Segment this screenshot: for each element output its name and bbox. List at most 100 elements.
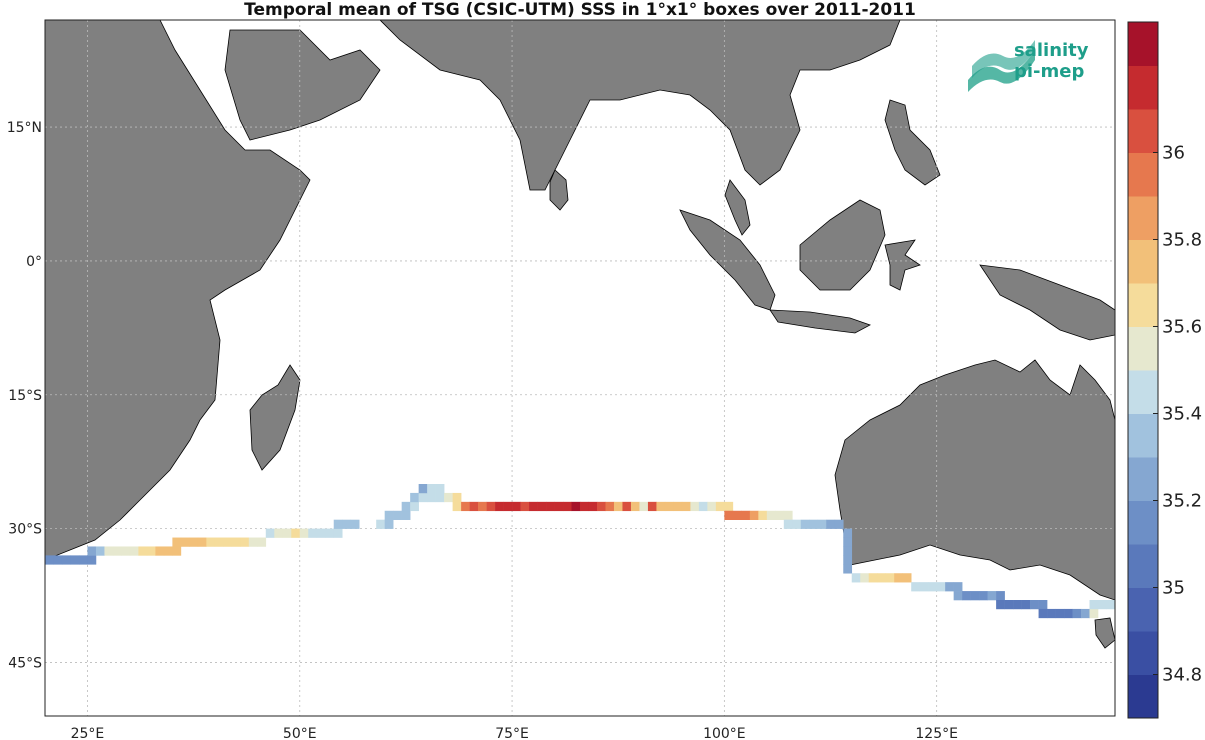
asia-land	[379, 20, 901, 191]
sss-cell	[155, 546, 165, 556]
sss-cell	[554, 501, 564, 512]
sss-cell	[1081, 608, 1090, 619]
sss-cell	[325, 528, 335, 538]
sss-cell	[588, 501, 598, 512]
sss-cell	[860, 573, 870, 583]
sss-cell	[257, 537, 267, 547]
sss-cell	[291, 528, 301, 538]
sss-cell	[104, 546, 114, 556]
sss-cell	[630, 501, 640, 512]
sss-cell	[766, 510, 776, 520]
sss-cell	[240, 537, 250, 547]
sss-cell	[418, 492, 428, 503]
sss-cell	[775, 510, 785, 520]
map-frame	[44, 19, 1116, 717]
sss-cell	[758, 510, 768, 520]
colorbar-segment	[1128, 370, 1158, 414]
sss-cell	[1106, 600, 1115, 610]
colorbar-segment	[1128, 544, 1158, 588]
sss-cell	[724, 501, 734, 512]
sss-cell	[962, 591, 971, 601]
colorbar-segment	[1128, 22, 1158, 66]
salinity-cells	[45, 484, 1115, 619]
sss-cell	[1055, 608, 1065, 619]
sss-cell	[979, 591, 988, 601]
sss-cell	[639, 501, 649, 512]
sss-cell	[486, 501, 496, 512]
colorbar-segment	[1128, 326, 1158, 371]
sss-cell	[53, 555, 63, 565]
sss-cell	[129, 546, 139, 556]
colorbar-segment	[1128, 283, 1158, 327]
sss-cell	[350, 519, 360, 529]
sss-cell	[172, 537, 182, 547]
colorbar-segment	[1128, 457, 1158, 501]
sss-cell	[911, 582, 920, 592]
sss-cell	[61, 555, 71, 565]
lat-tick-label: 15°S	[8, 388, 42, 404]
sss-cell	[197, 537, 207, 547]
sss-cell	[809, 519, 819, 529]
sss-cell	[970, 591, 980, 601]
lat-tick-label: 30°S	[8, 522, 42, 538]
sss-cell	[563, 501, 572, 512]
sss-cell	[749, 510, 759, 520]
sss-cell	[206, 537, 216, 547]
sss-cell	[70, 555, 80, 565]
colorbar-segment	[1128, 631, 1158, 675]
sulawesi-land	[884, 239, 921, 291]
sss-cell	[274, 528, 284, 538]
tasmania-land	[1094, 617, 1115, 649]
colorbar-segment	[1128, 65, 1158, 110]
sss-cell	[580, 501, 589, 512]
sss-cell	[732, 510, 742, 520]
lon-tick-label: 100°E	[703, 726, 746, 740]
sss-cell	[698, 501, 708, 512]
sss-cell	[953, 591, 963, 601]
colorbar-segment	[1128, 152, 1158, 197]
sss-cell	[444, 492, 453, 503]
sss-cell	[146, 546, 156, 556]
sss-cell	[401, 510, 411, 520]
colorbar-segment	[1128, 674, 1158, 719]
sss-cell	[1089, 608, 1099, 619]
sss-cell	[95, 546, 105, 556]
borneo-land	[799, 199, 886, 291]
lat-tick-label: 15°N	[7, 120, 42, 136]
sss-cell	[265, 528, 275, 538]
sss-cell	[333, 528, 343, 538]
lat-tick-label: 45°S	[8, 655, 42, 671]
sss-cell	[843, 537, 853, 547]
sss-cell	[877, 573, 887, 583]
latitude-tick-labels: 15°N 0° 15°S 30°S 45°S	[7, 120, 42, 671]
sss-cell	[452, 501, 462, 512]
sss-cell	[78, 555, 88, 565]
sss-cell	[953, 582, 963, 592]
sss-cell	[1004, 600, 1014, 610]
colorbar-tick-label: 35	[1162, 578, 1185, 599]
new-guinea-land	[979, 264, 1115, 341]
malay-peninsula-land	[724, 179, 751, 236]
sss-cell	[1089, 600, 1099, 610]
sss-cell	[138, 546, 148, 556]
sss-cell	[299, 528, 309, 538]
sss-cell	[87, 546, 97, 556]
lon-tick-label: 50°E	[283, 726, 317, 740]
sss-cell	[410, 492, 419, 503]
logo-line-1: salinity	[1014, 40, 1089, 61]
colorbar-tick-label: 36	[1162, 143, 1185, 164]
sss-cell	[461, 501, 470, 512]
sss-cell	[783, 519, 793, 529]
sss-cell	[936, 582, 946, 592]
sss-cell	[664, 501, 674, 512]
sss-cell	[800, 519, 810, 529]
sss-cell	[613, 501, 623, 512]
sss-cell	[741, 510, 751, 520]
sss-cell	[1038, 600, 1048, 610]
sss-cell	[1038, 608, 1048, 619]
colorbar-frame	[1127, 21, 1159, 719]
sss-cell	[792, 519, 802, 529]
sri-lanka-land	[549, 169, 569, 211]
colorbar-tick-labels: 34.8 35 35.2 35.4 35.6 35.8 36	[1153, 143, 1202, 686]
